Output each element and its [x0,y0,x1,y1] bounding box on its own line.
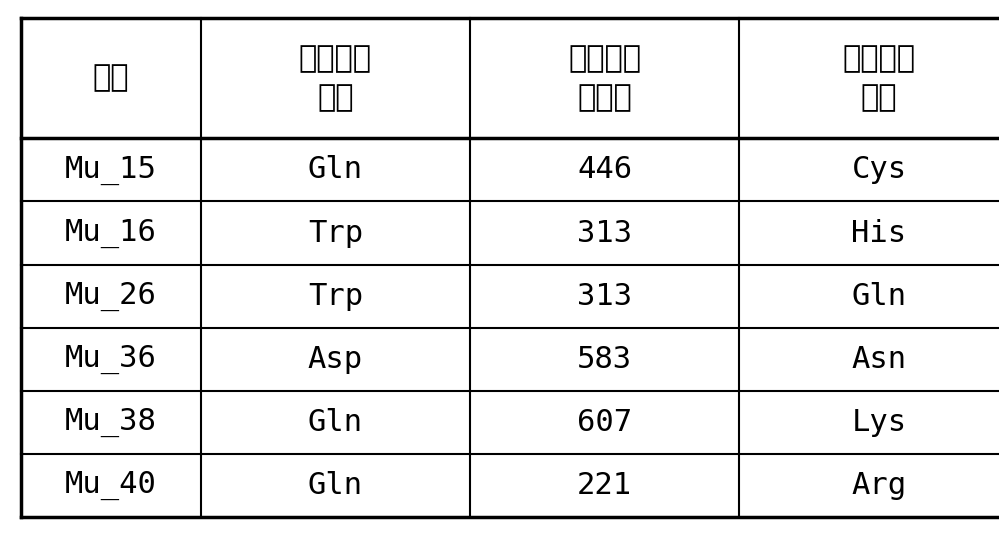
Text: 编号: 编号 [93,63,129,93]
Text: Mu_16: Mu_16 [65,218,157,247]
Text: 313: 313 [577,282,632,311]
Text: 446: 446 [577,155,632,185]
Text: Cys: Cys [851,155,907,185]
Text: Arg: Arg [851,471,907,500]
Text: Asp: Asp [308,344,363,374]
Text: 野生型氨
基酸: 野生型氨 基酸 [299,45,372,112]
Text: Mu_15: Mu_15 [65,155,157,185]
Text: Trp: Trp [308,219,363,247]
Text: Gln: Gln [851,282,907,311]
Text: Gln: Gln [308,155,363,185]
Text: Lys: Lys [851,408,907,436]
Text: 607: 607 [577,408,632,436]
Text: 583: 583 [577,344,632,374]
Text: Mu_38: Mu_38 [65,408,157,437]
Text: 突变型氨
基酸: 突变型氨 基酸 [842,45,915,112]
Text: Mu_40: Mu_40 [65,471,157,500]
Text: 313: 313 [577,219,632,247]
Text: Asn: Asn [851,344,907,374]
Text: Mu_36: Mu_36 [65,344,157,374]
Text: Trp: Trp [308,282,363,311]
Text: 氨基酸残
基位置: 氨基酸残 基位置 [568,45,641,112]
Text: His: His [851,219,907,247]
Text: Gln: Gln [308,408,363,436]
Text: Mu_26: Mu_26 [65,282,157,311]
Text: Gln: Gln [308,471,363,500]
Text: 221: 221 [577,471,632,500]
